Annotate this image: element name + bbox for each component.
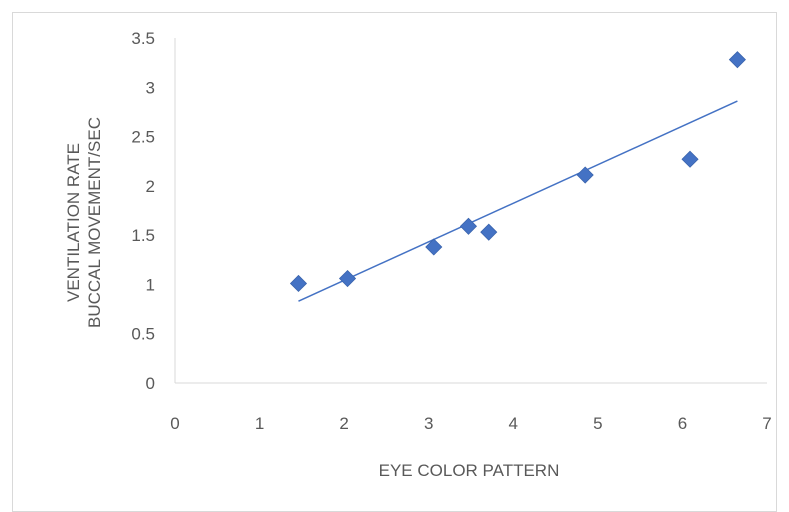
- x-tick-label: 1: [255, 414, 264, 433]
- data-point: [681, 150, 699, 168]
- y-axis-title: VENTILATION RATE BUCCAL MOVEMENT/SEC: [64, 117, 104, 328]
- y-axis-title-line-1: VENTILATION RATE: [64, 143, 83, 302]
- trendline: [298, 100, 738, 302]
- data-point: [480, 223, 498, 241]
- data-point: [459, 217, 478, 235]
- y-tick-label: 3.5: [131, 29, 155, 48]
- x-tick-label: 4: [509, 414, 518, 433]
- x-tick-labels: 0 1 2 3 4 5 6 7: [170, 414, 771, 433]
- x-tick-label: 0: [170, 414, 179, 433]
- x-axis-title: EYE COLOR PATTERN: [379, 461, 560, 480]
- x-tick-label: 3: [424, 414, 433, 433]
- y-tick-label: 2.5: [131, 128, 155, 147]
- chart-border: [12, 12, 777, 512]
- data-point: [728, 51, 746, 69]
- y-axis-title-line-2: BUCCAL MOVEMENT/SEC: [85, 117, 104, 328]
- y-tick-label: 1.5: [131, 226, 155, 245]
- y-tick-label: 0.5: [131, 325, 155, 344]
- data-point: [576, 166, 594, 184]
- x-tick-label: 7: [762, 414, 771, 433]
- y-tick-labels: 0 0.5 1 1.5 2 2.5 3 3.5: [131, 29, 155, 393]
- y-tick-label: 3: [146, 78, 155, 97]
- data-point: [338, 269, 357, 288]
- data-point: [425, 238, 443, 256]
- y-tick-label: 1: [146, 275, 155, 294]
- y-tick-label: 2: [146, 177, 155, 196]
- x-tick-label: 2: [339, 414, 348, 433]
- y-tick-label: 0: [146, 374, 155, 393]
- data-points: [289, 51, 746, 293]
- data-point: [289, 274, 308, 293]
- x-tick-label: 5: [593, 414, 602, 433]
- x-tick-label: 6: [678, 414, 687, 433]
